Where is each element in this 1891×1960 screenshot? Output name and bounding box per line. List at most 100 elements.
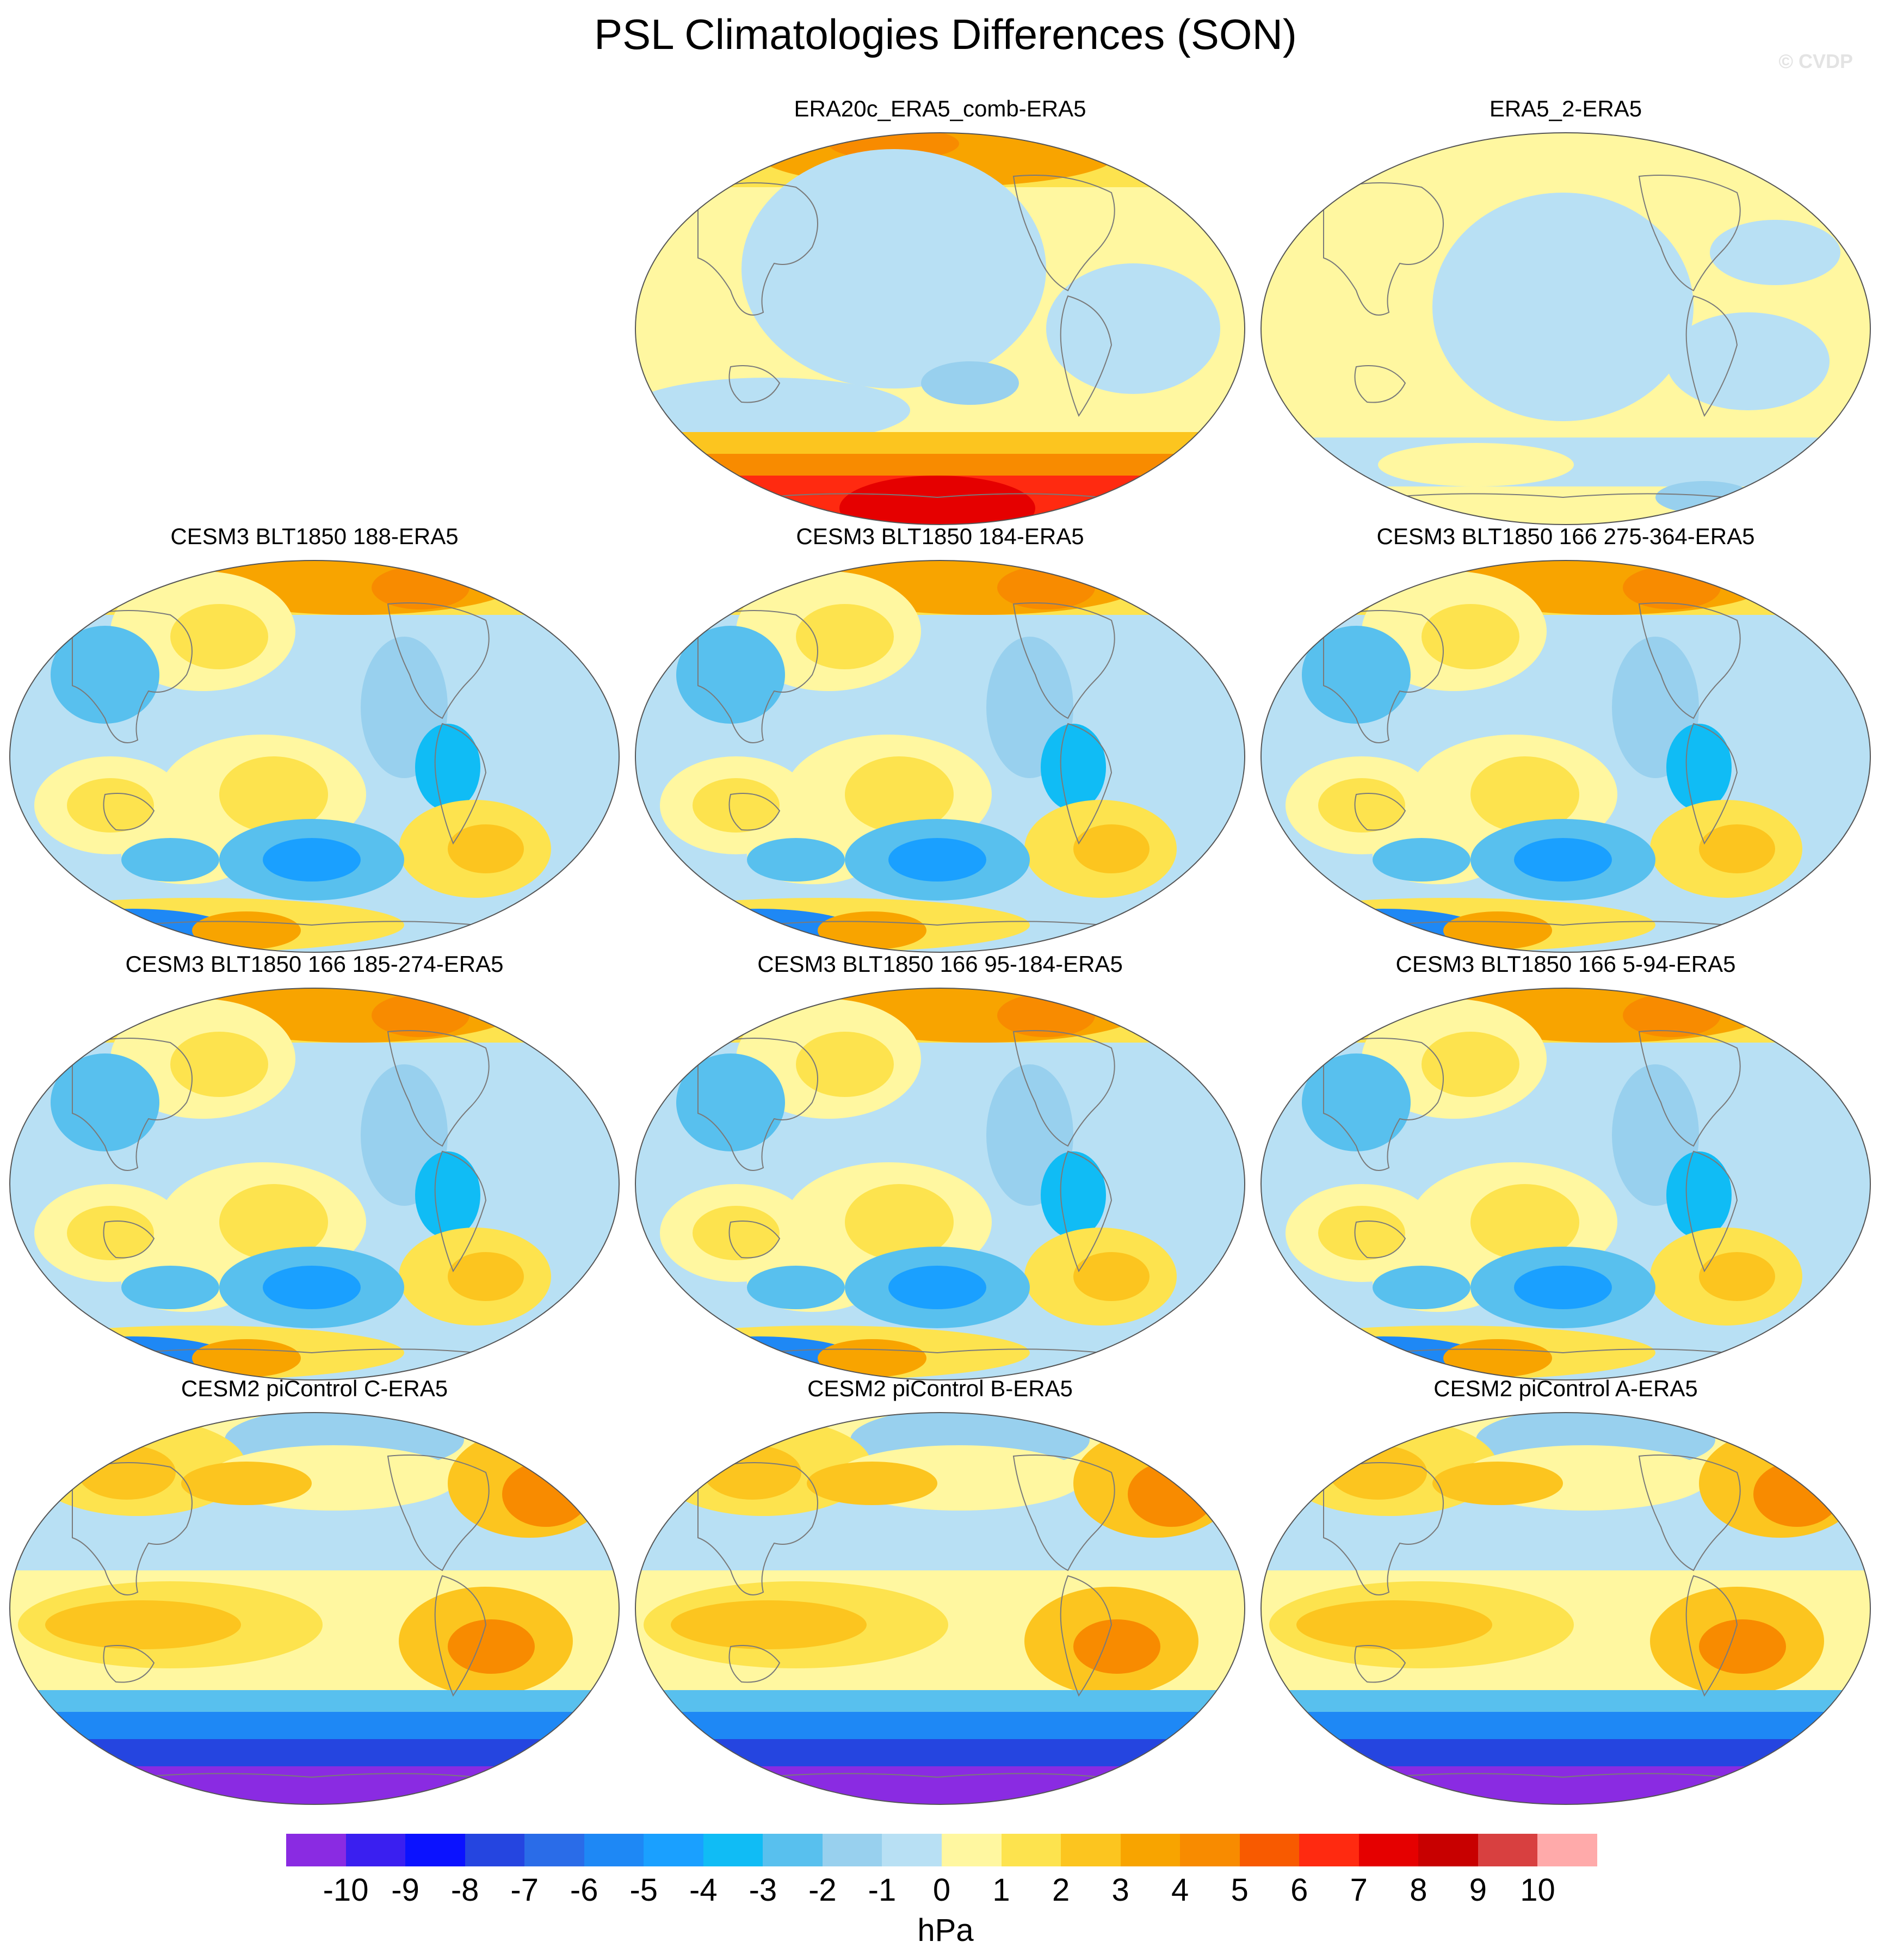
colorbar-swatch (822, 1834, 882, 1866)
pressure-anomaly-region (1422, 1032, 1519, 1097)
anomaly-field (635, 560, 1245, 952)
map-panel: CESM2 piControl A-ERA5 (1258, 1376, 1873, 1805)
coastline-australia (728, 793, 781, 831)
coastline-south-america (1685, 1575, 1738, 1697)
pressure-anomaly-region (1432, 193, 1694, 421)
coastline-australia (103, 1221, 155, 1259)
colorbar-swatch (1418, 1834, 1478, 1866)
map-panel: CESM3 BLT1850 166 5-94-ERA5 (1258, 951, 1873, 1381)
robinson-map (1260, 1412, 1871, 1805)
antarctic-band (635, 1766, 1245, 1804)
panel-title: CESM3 BLT1850 166 275-364-ERA5 (1376, 523, 1755, 549)
coastline-south-america (434, 1575, 487, 1697)
coastline-asia (697, 1038, 818, 1171)
robinson-map (635, 132, 1245, 525)
pressure-anomaly-region (1373, 1266, 1470, 1309)
coastline-south-america (1060, 1575, 1113, 1697)
cvdp-watermark: © CVDP (1778, 50, 1853, 72)
coastline-north-america (387, 1030, 490, 1147)
map-panel: CESM3 BLT1850 188-ERA5 (7, 523, 622, 953)
coastline-asia (1323, 1038, 1444, 1171)
pressure-anomaly-region (1443, 1339, 1552, 1377)
colorbar-tick-label: -5 (629, 1872, 658, 1908)
coastline-north-america (1638, 175, 1741, 292)
pressure-anomaly-region (181, 1462, 312, 1505)
coastline-north-america (1012, 1454, 1115, 1571)
coastline-australia (1354, 365, 1406, 403)
colorbar-swatch (763, 1834, 823, 1866)
colorbar-swatch (345, 1834, 406, 1866)
pressure-anomaly-region (1378, 443, 1574, 486)
colorbar-swatch (1478, 1834, 1538, 1866)
colorbar-tick-label: -10 (323, 1872, 369, 1908)
antarctic-band (10, 1766, 619, 1804)
coastline-north-america (1638, 1030, 1741, 1147)
pressure-anomaly-region (1073, 1252, 1150, 1301)
pressure-anomaly-region (263, 1266, 361, 1309)
pressure-anomaly-region (703, 1445, 801, 1500)
pressure-anomaly-region (1753, 1462, 1840, 1527)
anomaly-field (1261, 133, 1870, 525)
pressure-anomaly-region (807, 1462, 937, 1505)
coastline-asia (697, 1462, 818, 1595)
coastline-asia (697, 182, 818, 316)
pressure-anomaly-region (1470, 756, 1579, 833)
pressure-anomaly-region (1443, 911, 1552, 950)
pressure-anomaly-region (1699, 824, 1775, 873)
pressure-anomaly-region (1041, 724, 1106, 811)
coastline-south-america (1060, 723, 1113, 845)
anomaly-field (635, 988, 1245, 1380)
pressure-anomaly-region (1318, 778, 1405, 833)
pressure-anomaly-region (448, 1619, 535, 1674)
map-panel: CESM3 BLT1850 166 275-364-ERA5 (1258, 523, 1873, 953)
robinson-map (1260, 988, 1871, 1380)
pressure-anomaly-region (121, 838, 219, 882)
pressure-anomaly-region (415, 724, 480, 811)
robinson-map (635, 1412, 1245, 1805)
colorbar-tick-label: 3 (1111, 1872, 1129, 1908)
pressure-anomaly-region (1422, 604, 1519, 669)
colorbar-tick-label: 8 (1410, 1872, 1427, 1908)
coastline-north-america (1638, 602, 1741, 719)
coastline-asia (697, 610, 818, 743)
pressure-anomaly-region (1373, 838, 1470, 882)
pressure-anomaly-region (219, 756, 328, 833)
pressure-anomaly-region (796, 604, 894, 669)
coastline-australia (1354, 1221, 1406, 1259)
coastline-south-america (434, 723, 487, 845)
pressure-anomaly-region (121, 1266, 219, 1309)
colorbar-tick-label: -1 (868, 1872, 897, 1908)
pressure-anomaly-region (741, 149, 1046, 389)
colorbar-swatch (1001, 1834, 1061, 1866)
pressure-anomaly-region (845, 1184, 954, 1260)
coastline-asia (1323, 610, 1444, 743)
robinson-map (9, 988, 620, 1380)
map-panel: CESM3 BLT1850 166 185-274-ERA5 (7, 951, 622, 1381)
panel-title: CESM2 piControl A-ERA5 (1433, 1376, 1698, 1401)
map-panel: ERA20c_ERA5_comb-ERA5 (633, 96, 1247, 526)
coastline-south-america (1685, 295, 1738, 417)
anomaly-field (10, 560, 619, 952)
coastline-australia (728, 1221, 781, 1259)
pressure-anomaly-region (67, 1206, 154, 1260)
pressure-anomaly-region (676, 626, 785, 724)
colorbar-swatch (1537, 1834, 1598, 1866)
pressure-anomaly-region (888, 1266, 986, 1309)
colorbar-tick-label: 5 (1231, 1872, 1249, 1908)
coastline-asia (1323, 182, 1444, 316)
colorbar-swatch (1180, 1834, 1240, 1866)
colorbar-tick-label: -4 (689, 1872, 718, 1908)
colorbar-swatch (465, 1834, 525, 1866)
colorbar-swatch (942, 1834, 1002, 1866)
pressure-anomaly-region (818, 1339, 926, 1377)
colorbar-tick-label: 9 (1469, 1872, 1487, 1908)
colorbar-swatch (584, 1834, 644, 1866)
pressure-anomaly-region (796, 1032, 894, 1097)
robinson-map (635, 560, 1245, 953)
coastline-australia (1354, 793, 1406, 831)
pressure-anomaly-region (448, 1252, 524, 1301)
colorbar-tick-label: 7 (1350, 1872, 1368, 1908)
pressure-anomaly-region (845, 756, 954, 833)
colorbar (286, 1834, 1598, 1866)
map-border (9, 560, 620, 953)
